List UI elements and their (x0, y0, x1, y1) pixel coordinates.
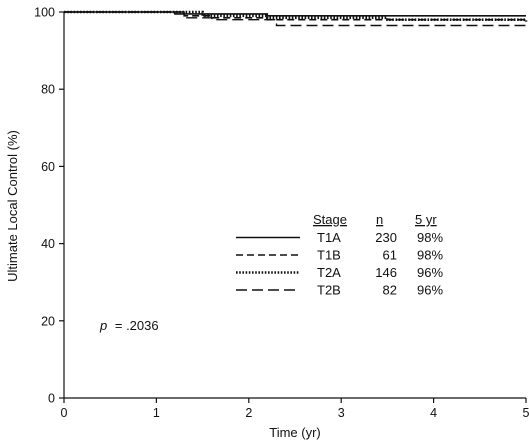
y-axis-title: Ultimate Local Control (%) (5, 130, 20, 282)
p-value: = .2036 (115, 318, 159, 333)
x-tick-label: 2 (245, 406, 252, 420)
y-tick-label: 0 (48, 392, 55, 406)
legend-5yr: 98% (417, 230, 443, 245)
legend-n: 146 (375, 265, 397, 280)
legend-stage: T1B (317, 248, 341, 263)
y-axis-ticks: 0 20 40 60 80 100 (34, 6, 64, 406)
p-label: p (99, 318, 107, 333)
legend-5yr: 96% (417, 265, 443, 280)
x-tick-label: 1 (153, 406, 160, 420)
legend-stage: T1A (317, 230, 341, 245)
series-layer (64, 10, 528, 27)
legend-rows: T1A 230 98% T1B 61 98% T2A 146 96% T2B 82 96% (236, 230, 443, 298)
legend-stage: T2A (317, 265, 341, 280)
legend-n: 230 (375, 230, 397, 245)
legend-5yr: 96% (417, 283, 443, 298)
y-tick-label: 80 (41, 83, 55, 97)
x-tick-label: 0 (61, 406, 68, 420)
x-axis-ticks: 0 1 2 3 4 5 (61, 398, 529, 420)
legend-5yr: 98% (417, 248, 443, 263)
legend: Stage n 5 yr T1A 230 98%T1B 61 98%T2A 146 96%T… (236, 212, 443, 298)
y-tick-label: 20 (41, 314, 55, 328)
x-tick-label: 4 (430, 406, 437, 420)
y-tick-label: 40 (41, 237, 55, 251)
legend-stage: T2B (317, 283, 341, 298)
y-tick-label: 60 (41, 160, 55, 174)
p-value-annotation: p = .2036 (99, 318, 159, 333)
legend-n: 61 (383, 248, 397, 263)
plot-area (63, 12, 526, 399)
legend-header-5yr: 5 yr (415, 212, 437, 227)
legend-header-stage: Stage (313, 212, 347, 227)
series-line-t2a (64, 10, 528, 22)
y-tick-label: 100 (34, 6, 55, 20)
legend-n: 82 (383, 283, 397, 298)
x-axis-title: Time (yr) (269, 425, 321, 440)
series-line-t2b (64, 11, 526, 27)
x-tick-label: 5 (523, 406, 529, 420)
legend-header-n: n (376, 212, 383, 227)
x-tick-label: 3 (338, 406, 345, 420)
